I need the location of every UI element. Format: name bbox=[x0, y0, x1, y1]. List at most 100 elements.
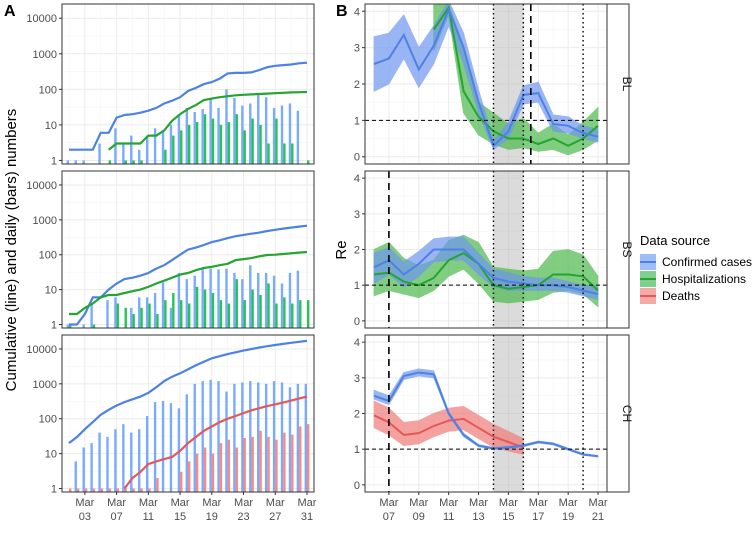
bar-deaths-daily bbox=[211, 453, 215, 492]
y-tick-label: 1 bbox=[354, 280, 360, 292]
y-tick-label: 1 bbox=[354, 444, 360, 456]
bar-confirmed-daily bbox=[304, 383, 307, 492]
legend: Data source Confirmed cases Hospitalizat… bbox=[640, 233, 752, 304]
bar-confirmed-daily bbox=[209, 268, 212, 328]
legend-item-deaths: Deaths bbox=[640, 288, 700, 304]
y-tick-label: 100 bbox=[39, 84, 57, 96]
x-tick-label-day: 13 bbox=[472, 511, 484, 523]
bar-confirmed-daily bbox=[185, 107, 188, 164]
y-tick-label: 2 bbox=[354, 79, 360, 91]
bar-hosp-daily bbox=[219, 300, 223, 328]
facet-ch-a: 1 10 100 1000 10000 Mar 03 Mar 07 Mar 11 Mar 15 Mar 19… bbox=[26, 334, 317, 523]
bar-confirmed-daily bbox=[66, 324, 69, 328]
bar-deaths-daily bbox=[188, 461, 191, 492]
bar-hosp-daily bbox=[211, 293, 215, 328]
bar-confirmed-daily bbox=[74, 461, 77, 492]
bar-confirmed-daily bbox=[233, 98, 236, 164]
facet-bl-a: 1 10 100 1000 10000 bbox=[26, 3, 315, 167]
bar-confirmed-daily bbox=[249, 103, 252, 164]
x-tick-label-day: 11 bbox=[443, 511, 454, 523]
bar-hosp-daily bbox=[195, 122, 199, 164]
bar-hosp-daily bbox=[132, 160, 135, 164]
line-deaths-re bbox=[373, 414, 524, 449]
bar-deaths-daily bbox=[156, 478, 159, 492]
bar-confirmed-daily bbox=[280, 382, 284, 492]
x-tick-label-day: 19 bbox=[562, 511, 574, 523]
y-tick-label: 0 bbox=[354, 152, 360, 164]
bar-confirmed-daily bbox=[138, 429, 141, 492]
x-tick-label-day: 07 bbox=[110, 511, 122, 523]
bar-confirmed-daily bbox=[272, 381, 276, 492]
bar-confirmed-daily bbox=[177, 408, 181, 492]
line-confirmed-re bbox=[373, 6, 599, 148]
bar-hosp-daily bbox=[164, 149, 167, 164]
bar-hosp-daily bbox=[140, 307, 143, 328]
bar-confirmed-daily bbox=[272, 107, 276, 164]
bar-deaths-daily bbox=[108, 488, 112, 492]
bar-hosp-daily bbox=[92, 324, 96, 328]
bar-confirmed-daily bbox=[82, 160, 85, 164]
x-tick-label-month: Mar bbox=[589, 497, 608, 509]
bar-confirmed-daily bbox=[145, 415, 149, 492]
bar-deaths-daily bbox=[283, 432, 286, 492]
bar-hosp-daily bbox=[219, 124, 223, 164]
bar-confirmed-daily bbox=[241, 382, 244, 492]
bar-confirmed-daily bbox=[209, 98, 212, 164]
bar-confirmed-daily bbox=[288, 272, 292, 328]
y-tick-label: 1 bbox=[51, 484, 57, 496]
x-tick-label-day: 07 bbox=[383, 511, 395, 523]
bar-confirmed-daily bbox=[201, 381, 204, 492]
bar-hosp-daily bbox=[203, 289, 207, 328]
bar-hosp-daily bbox=[156, 314, 159, 328]
line-confirmed-cumulative bbox=[68, 339, 308, 444]
bar-hosp-daily bbox=[124, 307, 127, 328]
bar-confirmed-daily bbox=[249, 265, 252, 328]
bar-deaths-daily bbox=[92, 488, 96, 492]
bar-deaths-daily bbox=[291, 434, 294, 492]
x-tick-label-month: Mar bbox=[171, 497, 190, 509]
bar-hosp-daily bbox=[195, 286, 199, 328]
bar-confirmed-daily bbox=[161, 130, 165, 164]
plot-area bbox=[373, 234, 599, 308]
bar-confirmed-daily bbox=[185, 279, 188, 328]
bar-hosp-daily bbox=[172, 135, 175, 164]
panel-b-plots: BL 0 1 2 3 4 BS 0 1 2 3 4 CH 0 1 2 3 4 Mar 07 Mar 09 Mar 11 Mar 1… bbox=[354, 3, 634, 523]
bar-confirmed-daily bbox=[257, 94, 260, 164]
x-tick-label-day: 03 bbox=[79, 511, 91, 523]
bar-deaths-daily bbox=[132, 488, 135, 492]
y-tick-label: 2 bbox=[354, 245, 360, 257]
bar-hosp-daily bbox=[172, 293, 175, 328]
bar-hosp-daily bbox=[132, 314, 135, 328]
y-tick-label: 10 bbox=[45, 120, 57, 132]
bar-confirmed-daily bbox=[145, 135, 149, 164]
bar-confirmed-daily bbox=[249, 381, 252, 492]
bar-confirmed-daily bbox=[90, 443, 93, 492]
y-tick-label: 1 bbox=[354, 115, 360, 127]
bar-confirmed-daily bbox=[177, 114, 181, 164]
y-tick-label: 2 bbox=[354, 409, 360, 421]
x-tick-label-month: Mar bbox=[499, 497, 518, 509]
bar-confirmed-daily bbox=[288, 103, 292, 164]
bar-hosp-daily bbox=[275, 118, 278, 164]
bar-confirmed-daily bbox=[280, 283, 284, 328]
panel-border bbox=[61, 334, 315, 493]
bar-confirmed-daily bbox=[264, 97, 268, 164]
bar-hosp-daily bbox=[283, 143, 286, 164]
y-tick-label: 100 bbox=[39, 250, 57, 262]
x-tick-label-day: 15 bbox=[502, 511, 514, 523]
bar-hosp-daily bbox=[211, 118, 215, 164]
x-tick-label-day: 09 bbox=[413, 511, 425, 523]
bar-confirmed-daily bbox=[288, 387, 292, 492]
y-tick-label: 4 bbox=[354, 173, 360, 185]
bar-confirmed-daily bbox=[122, 424, 125, 492]
y-tick-label: 1 bbox=[51, 155, 57, 167]
bar-hosp-daily bbox=[275, 303, 278, 328]
bar-confirmed-daily bbox=[217, 107, 220, 164]
x-tick-label-day: 15 bbox=[174, 511, 186, 523]
bar-deaths-daily bbox=[140, 488, 143, 492]
band-confirmed bbox=[373, 368, 599, 458]
bar-confirmed-daily bbox=[114, 429, 117, 492]
bar-confirmed-daily bbox=[130, 135, 133, 164]
x-tick-label-month: Mar bbox=[379, 497, 398, 509]
x-tick-label-month: Mar bbox=[139, 497, 158, 509]
